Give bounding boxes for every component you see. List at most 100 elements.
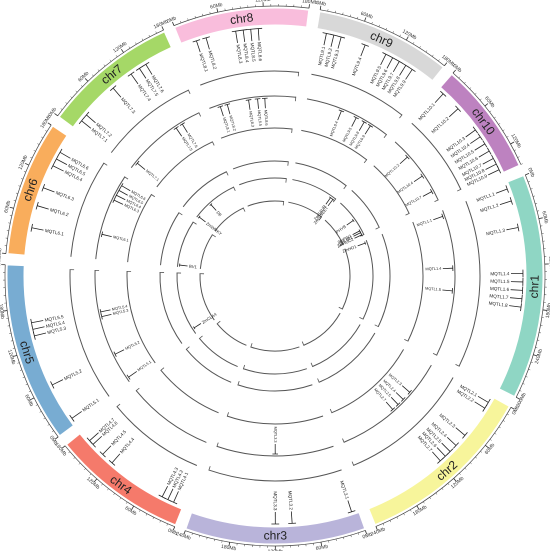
middle-qtl-marker bbox=[433, 216, 443, 221]
guide-arc bbox=[292, 179, 336, 200]
tick-label: 240Mb bbox=[0, 257, 3, 273]
middle-qtl-cap bbox=[441, 213, 445, 220]
guide-arc bbox=[196, 186, 234, 218]
guide-arc bbox=[343, 364, 432, 443]
tick-label: 120Mb bbox=[547, 256, 550, 272]
outer-qtl-cap bbox=[239, 29, 248, 31]
outer-qtl-marker bbox=[130, 73, 139, 85]
outer-qtl-cap bbox=[437, 457, 444, 464]
gene-label: ZmWRKY bbox=[205, 221, 223, 236]
axis-arc-chr1 bbox=[515, 174, 546, 398]
tick-label: 120Mb bbox=[450, 475, 466, 490]
outer-qtl-marker bbox=[432, 451, 441, 462]
guide-separator bbox=[237, 380, 240, 386]
minor-tick bbox=[399, 34, 401, 37]
middle-qtl-marker bbox=[219, 106, 224, 117]
guide-arc bbox=[411, 122, 462, 190]
middle-qtl-marker bbox=[101, 313, 112, 318]
minor-tick bbox=[113, 493, 115, 496]
gene-cap bbox=[197, 215, 201, 219]
outer-qtl-cap bbox=[497, 166, 502, 174]
minor-tick bbox=[194, 15, 196, 19]
guide-separator bbox=[359, 316, 364, 320]
guide-arc bbox=[160, 212, 180, 266]
guide-separator bbox=[432, 353, 438, 356]
minor-tick bbox=[514, 149, 517, 151]
outer-qtl-label: MQTL8.6 bbox=[257, 42, 263, 62]
outer-qtl-marker bbox=[488, 169, 500, 176]
minor-tick bbox=[43, 417, 46, 420]
gene-marker bbox=[357, 242, 366, 247]
minor-tick bbox=[125, 501, 128, 504]
middle-qtl-label: MQTL1.5 bbox=[425, 287, 441, 292]
minor-tick bbox=[349, 14, 351, 17]
outer-qtl-label: MQTL5.2 bbox=[63, 368, 83, 381]
middle-qtl-label: MQTL8.2 bbox=[228, 115, 236, 131]
tick-label: 120Mb bbox=[112, 41, 128, 55]
outer-qtl-cap bbox=[505, 185, 509, 193]
chromosome-band-chr1 bbox=[498, 174, 544, 398]
outer-qtl-marker bbox=[470, 136, 481, 144]
outer-qtl-marker bbox=[52, 165, 64, 172]
outer-qtl-cap bbox=[33, 332, 36, 340]
guide-arc bbox=[232, 160, 289, 170]
outer-qtl-marker bbox=[510, 289, 523, 291]
chromosome-band-chr10 bbox=[439, 73, 520, 173]
outer-qtl-marker bbox=[360, 44, 366, 57]
middle-qtl-cap bbox=[401, 397, 406, 402]
minor-tick bbox=[191, 533, 193, 536]
major-tick bbox=[120, 48, 124, 53]
major-tick bbox=[542, 309, 547, 311]
major-tick bbox=[12, 354, 18, 357]
tick-label: 0Mb bbox=[48, 106, 59, 118]
middle-qtl-marker bbox=[175, 127, 183, 137]
major-tick bbox=[452, 69, 456, 74]
guide-separator bbox=[434, 199, 439, 202]
middle-qtl-marker bbox=[248, 99, 251, 110]
gene-marker bbox=[325, 197, 331, 205]
middle-qtl-marker bbox=[351, 117, 357, 127]
guide-arc bbox=[458, 201, 481, 367]
middle-qtl-cap bbox=[99, 309, 102, 315]
outer-qtl-label: MQTL8.5 bbox=[250, 42, 257, 62]
outer-qtl-label: MQTL8.1 bbox=[198, 53, 209, 73]
outer-qtl-marker bbox=[161, 485, 168, 498]
minor-tick bbox=[21, 178, 24, 180]
guide-arc bbox=[318, 332, 376, 383]
guide-separator bbox=[399, 114, 403, 119]
middle-qtl-label: MQTL10.4 bbox=[397, 181, 414, 194]
outer-qtl-marker bbox=[86, 114, 96, 124]
outer-qtl-label: MQTL3.2 bbox=[287, 491, 293, 511]
minor-tick bbox=[75, 90, 78, 93]
chromosome-band-chr3 bbox=[185, 511, 366, 545]
middle-qtl-track: MQTL1.1MQTL1.4MQTL1.5MQTL2.3MQTL2.4MQTL2… bbox=[99, 97, 454, 455]
gene-label: BV1 bbox=[189, 264, 198, 270]
outer-qtl-marker bbox=[455, 427, 466, 436]
outer-qtl-marker bbox=[330, 34, 335, 47]
minor-tick bbox=[15, 192, 18, 194]
gene-marker bbox=[352, 230, 360, 235]
outer-qtl-cap bbox=[86, 437, 93, 444]
middle-qtl-marker bbox=[121, 185, 131, 192]
minor-tick bbox=[12, 347, 15, 349]
major-tick bbox=[375, 526, 378, 531]
major-tick bbox=[93, 478, 98, 483]
outer-qtl-cap bbox=[482, 140, 488, 148]
middle-qtl-label: MQTL8.6 bbox=[263, 110, 268, 126]
major-tick bbox=[308, 4, 310, 9]
middle-qtl-cap bbox=[112, 197, 116, 203]
minor-tick bbox=[517, 156, 520, 158]
outer-qtl-cap bbox=[472, 126, 479, 134]
guide-separator bbox=[282, 200, 285, 206]
minor-tick bbox=[459, 473, 461, 475]
guide-arc bbox=[216, 323, 247, 346]
outer-qtl-cap bbox=[485, 398, 491, 406]
minor-tick bbox=[342, 12, 344, 15]
minor-tick bbox=[535, 347, 538, 349]
minor-tick bbox=[28, 390, 31, 393]
major-tick bbox=[444, 62, 448, 66]
guide-separator bbox=[374, 324, 379, 328]
middle-qtl-label: MQTL1.4 bbox=[425, 267, 441, 272]
gene-marker bbox=[198, 216, 206, 223]
outer-qtl-cap bbox=[453, 442, 459, 449]
